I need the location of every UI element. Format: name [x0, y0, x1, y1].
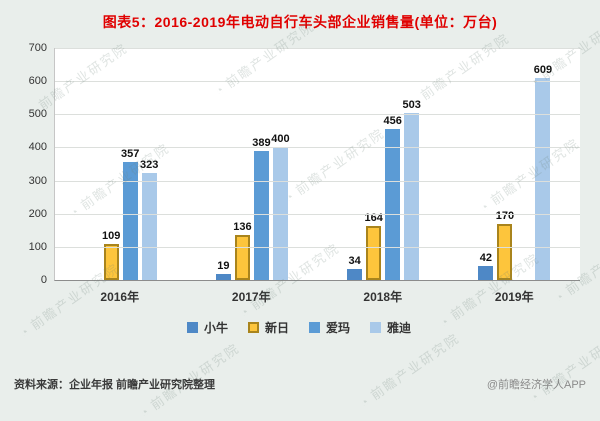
bar-group: 34 164 456 503	[318, 48, 449, 280]
value-label: 503	[402, 99, 421, 112]
bar-新日	[103, 243, 119, 280]
bar-group: 42 170 609	[449, 48, 580, 280]
legend-item-爱玛: 爱玛	[309, 319, 350, 336]
value-label: 136	[233, 220, 252, 233]
value-label: 357	[120, 147, 140, 160]
bar-groups: 109 357 323 19 136 389 400 34 164 456 503 42 170 609	[55, 48, 580, 280]
bar-雅迪	[404, 113, 420, 280]
gridline	[55, 48, 580, 49]
bar-小牛	[347, 268, 363, 280]
bar-group: 19 136 389 400	[186, 48, 317, 280]
value-label: 400	[271, 133, 290, 146]
legend-label: 雅迪	[387, 321, 412, 335]
bar-新日	[234, 234, 250, 280]
bar-雅迪	[141, 172, 157, 280]
bar-爱玛	[385, 128, 401, 280]
legend-label: 爱玛	[326, 321, 351, 335]
value-label: 609	[533, 64, 553, 77]
legend-swatch	[370, 322, 382, 333]
bar-slot: 609	[533, 64, 553, 280]
value-label: 42	[479, 252, 492, 265]
y-tick-label: 400	[28, 141, 47, 154]
value-label: 456	[383, 114, 402, 127]
bar-slot: 357	[120, 147, 140, 280]
gridline	[55, 114, 580, 116]
bar-slot: 389	[252, 137, 271, 280]
chart-area: 0 100 200 300 400 500 600 700 109 357 323 19 136 389…	[18, 42, 580, 336]
bar-小牛	[478, 266, 494, 280]
y-axis: 0 100 200 300 400 500 600 700	[18, 42, 54, 286]
y-tick-label: 500	[28, 108, 47, 121]
gridline	[55, 180, 580, 182]
value-label: 109	[101, 229, 121, 242]
bar-slot: 136	[233, 220, 252, 280]
y-tick-label: 100	[28, 240, 47, 253]
value-label: 389	[252, 137, 271, 150]
brand-note: @前瞻经济学人APP	[486, 379, 586, 391]
bar-group: 109 357 323	[55, 48, 186, 280]
gridline	[55, 147, 580, 149]
bar-slot: 34	[347, 254, 363, 280]
bar-新日	[497, 223, 513, 280]
bar-新日	[366, 225, 382, 280]
value-label: 34	[348, 254, 361, 267]
legend-item-小牛: 小牛	[186, 319, 228, 336]
y-tick-label: 300	[28, 174, 47, 187]
chart-title: 图表5：2016-2019年电动自行车头部企业销售量(单位：万台)	[102, 14, 498, 30]
gridline	[55, 246, 580, 248]
x-axis: 2016年 2017年 2018年 2019年	[54, 288, 580, 305]
bar-slot: 42	[478, 252, 494, 280]
source-note: 资料来源：企业年报 前瞻产业研究院整理	[14, 379, 216, 391]
y-tick-label: 200	[28, 207, 47, 220]
bar-slot: 503	[402, 99, 421, 280]
bar-爱玛	[253, 151, 269, 280]
y-tick-label: 600	[28, 75, 47, 88]
bar-slot: 456	[383, 114, 402, 280]
legend-swatch	[309, 322, 320, 333]
bar-slot: 323	[139, 158, 159, 280]
gridline	[55, 81, 580, 83]
y-tick-label: 0	[40, 274, 47, 286]
value-label: 170	[495, 209, 515, 222]
bar-雅迪	[535, 78, 551, 280]
bar-小牛	[215, 273, 231, 280]
x-tick-label: 2016年	[100, 290, 140, 304]
x-tick-label: 2018年	[363, 290, 403, 304]
legend-swatch	[186, 322, 198, 333]
bar-slot: 109	[101, 229, 121, 280]
bar-slot: 170	[495, 209, 515, 280]
bar-爱玛	[122, 161, 138, 280]
legend-item-新日: 新日	[247, 319, 289, 336]
bar-slot: 19	[215, 259, 231, 280]
legend-swatch	[247, 322, 259, 333]
watermark-text: ◔前瞻产业研究院	[357, 330, 463, 411]
legend-label: 新日	[264, 321, 289, 335]
watermark-logo-icon: ◔	[137, 403, 154, 421]
bar-slot: 164	[364, 212, 383, 280]
legend-item-雅迪: 雅迪	[370, 319, 411, 336]
value-label: 323	[139, 158, 159, 171]
x-tick-label: 2017年	[231, 290, 271, 304]
plot-area: 109 357 323 19 136 389 400 34 164 456 503 42 170 609	[54, 48, 580, 281]
footer: 资料来源：企业年报 前瞻产业研究院整理 @前瞻经济学人APP	[0, 376, 600, 392]
bar-slot: 400	[271, 133, 290, 280]
legend: 小牛 新日 爱玛 雅迪	[18, 319, 580, 336]
value-label: 19	[217, 259, 230, 272]
x-tick-label: 2019年	[494, 290, 534, 304]
y-tick-label: 700	[28, 42, 47, 54]
gridline	[55, 213, 580, 215]
legend-label: 小牛	[203, 321, 228, 335]
